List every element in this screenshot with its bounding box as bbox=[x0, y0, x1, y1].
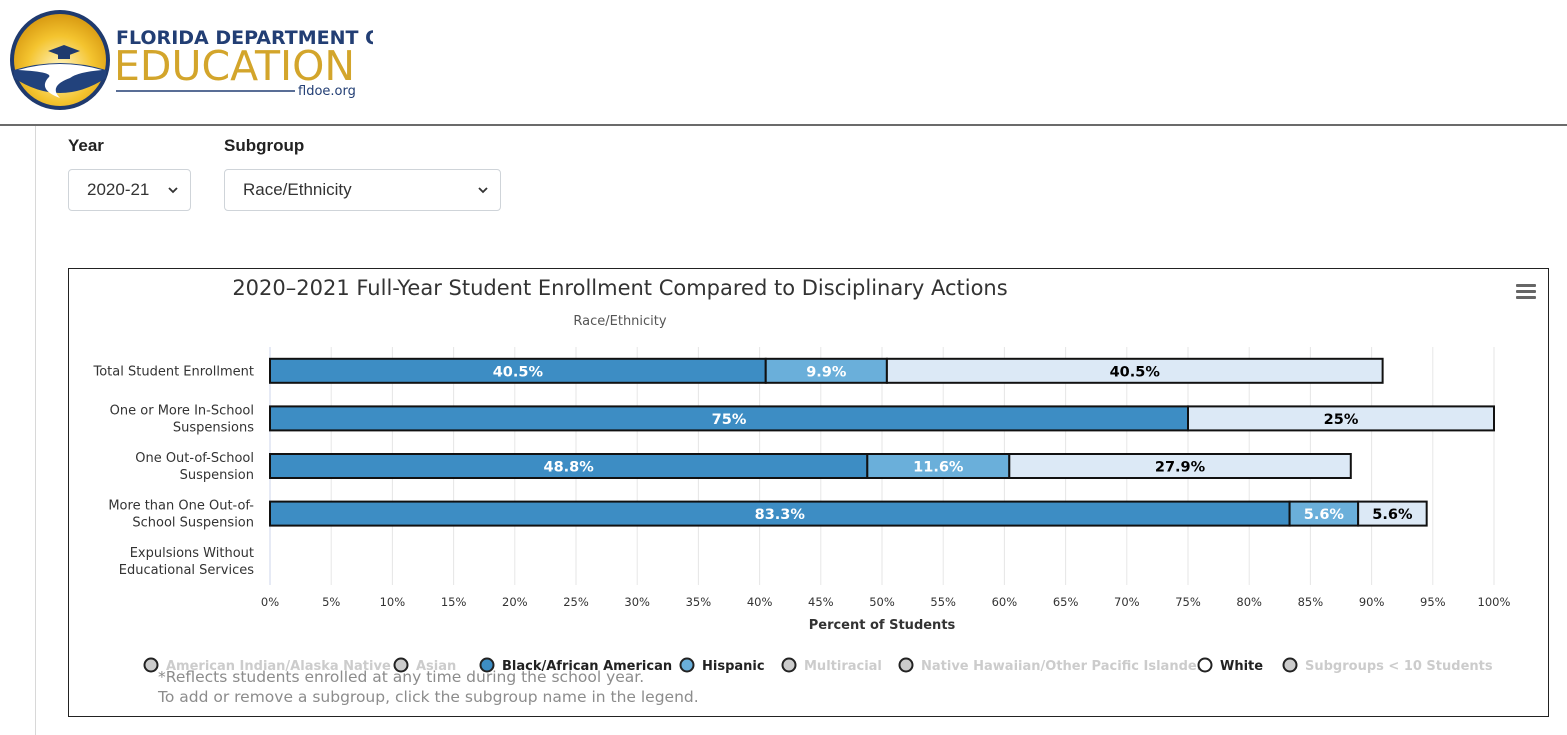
note-enrollment: *Reflects students enrolled at any time … bbox=[158, 668, 645, 686]
year-label: Year bbox=[68, 136, 104, 155]
svg-text:fldoe.org: fldoe.org bbox=[298, 84, 356, 99]
site-header: FLORIDA DEPARTMENT OF EDUCATION fldoe.or… bbox=[0, 0, 1567, 126]
subgroup-select[interactable]: Race/Ethnicity bbox=[224, 169, 501, 211]
note-legend-help: To add or remove a subgroup, click the s… bbox=[158, 688, 699, 706]
chevron-down-icon bbox=[168, 187, 178, 194]
svg-text:FLORIDA DEPARTMENT OF: FLORIDA DEPARTMENT OF bbox=[116, 27, 373, 49]
subgroup-select-value: Race/Ethnicity bbox=[243, 180, 352, 199]
svg-text:EDUCATION: EDUCATION bbox=[114, 42, 355, 90]
chart-menu-icon[interactable] bbox=[1516, 284, 1536, 300]
chart-title: 2020–2021 Full-Year Student Enrollment C… bbox=[232, 276, 1008, 300]
chart-container bbox=[68, 268, 1549, 717]
year-select[interactable]: 2020-21 bbox=[68, 169, 191, 211]
content-border bbox=[35, 126, 36, 735]
year-select-value: 2020-21 bbox=[87, 180, 150, 199]
chart-subtitle: Race/Ethnicity bbox=[573, 314, 667, 329]
subgroup-label: Subgroup bbox=[224, 136, 305, 155]
chevron-down-icon bbox=[478, 187, 488, 194]
fldoe-logo[interactable]: FLORIDA DEPARTMENT OF EDUCATION fldoe.or… bbox=[8, 8, 373, 113]
